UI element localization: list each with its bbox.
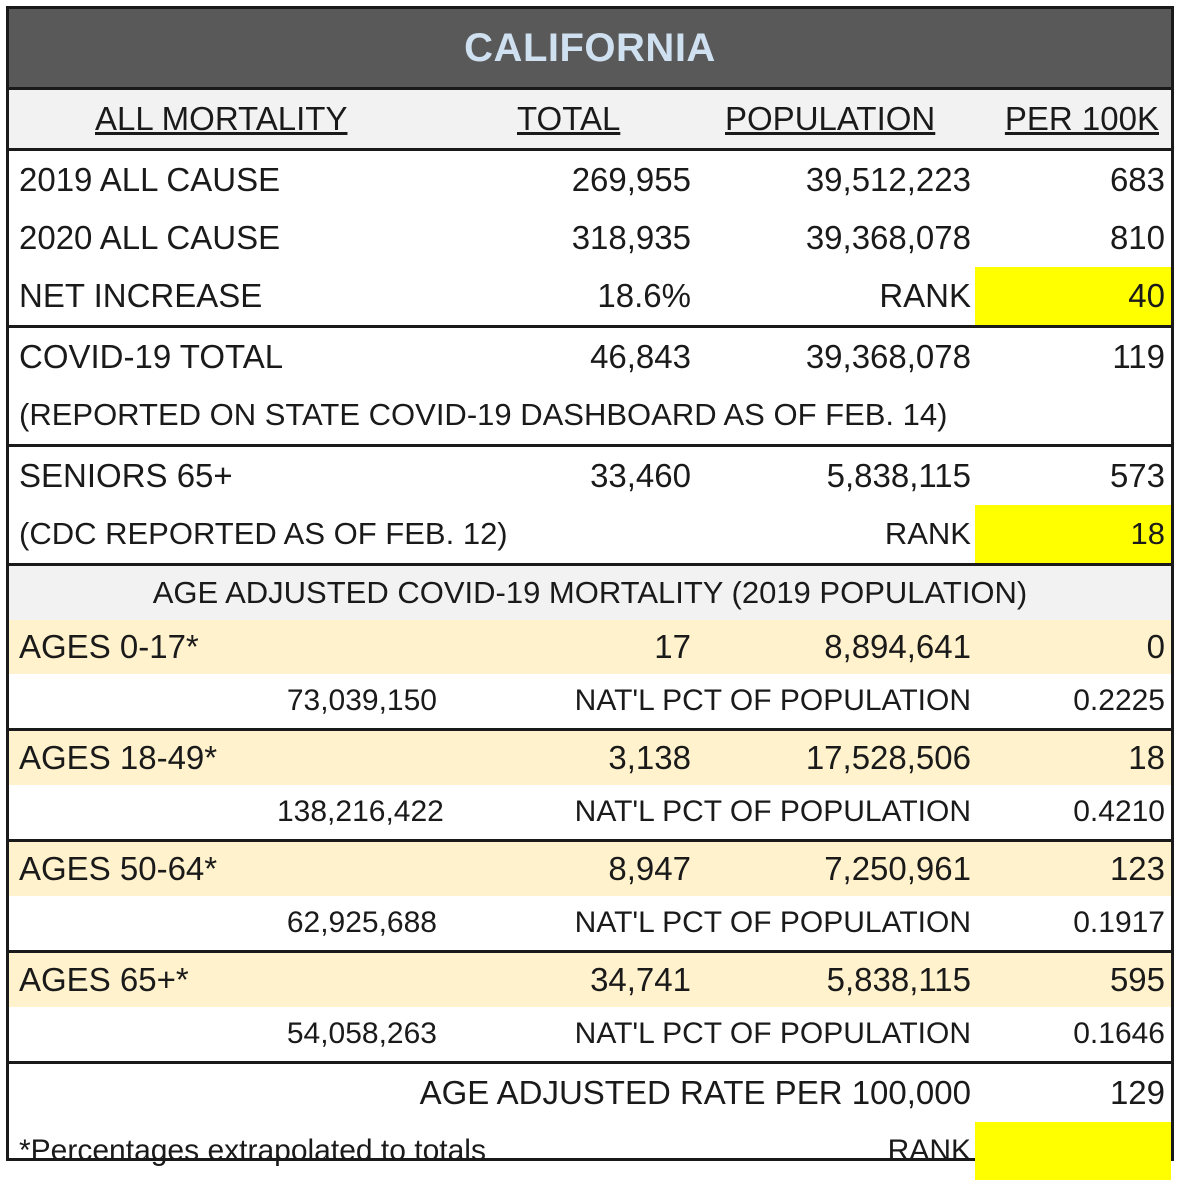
national-pct-label: NAT'L PCT OF POPULATION (574, 906, 971, 939)
national-pct-label: NAT'L PCT OF POPULATION (574, 684, 971, 717)
divider (9, 728, 1171, 731)
age-population: 17,528,506 (805, 739, 971, 776)
row-covid-total: COVID-19 TOTAL 46,843 39,368,078 119 (9, 328, 1171, 386)
header-all-mortality: ALL MORTALITY (95, 100, 348, 137)
row-2020-all-cause: 2020 ALL CAUSE 318,935 39,368,078 810 (9, 209, 1171, 267)
row-per-100k: 810 (1109, 219, 1165, 256)
divider (9, 1061, 1171, 1064)
rank-highlight: 40 (975, 267, 1171, 325)
header-total: TOTAL (517, 100, 621, 137)
national-population: 73,039,150 (286, 684, 437, 717)
age-national-row: 62,925,688 NAT'L PCT OF POPULATION 0.191… (9, 896, 1171, 950)
row-label: 2019 ALL CAUSE (19, 161, 281, 198)
row-per-100k: 573 (1109, 457, 1165, 494)
row-population: 39,512,223 (805, 161, 971, 198)
age-population: 5,838,115 (826, 961, 971, 998)
mortality-table: CALIFORNIA ALL MORTALITY TOTAL POPULATIO… (6, 6, 1174, 1180)
age-label: AGES 0-17* (19, 628, 199, 665)
national-population: 62,925,688 (286, 906, 437, 939)
divider (9, 148, 1171, 151)
header-population: POPULATION (725, 100, 936, 137)
age-national-row: 73,039,150 NAT'L PCT OF POPULATION 0.222… (9, 674, 1171, 728)
age-total: 3,138 (608, 739, 691, 776)
age-national-row: 54,058,263 NAT'L PCT OF POPULATION 0.164… (9, 1007, 1171, 1061)
divider (9, 325, 1171, 328)
age-population: 7,250,961 (824, 850, 971, 887)
row-label: 2020 ALL CAUSE (19, 219, 281, 256)
row-covid-note: (REPORTED ON STATE COVID-19 DASHBOARD AS… (9, 386, 1171, 444)
row-total: 46,843 (590, 338, 691, 375)
age-per-100k: 0 (1146, 628, 1165, 665)
age-total: 8,947 (608, 850, 691, 887)
row-population: 39,368,078 (805, 338, 971, 375)
age-group-row: AGES 50-64* 8,947 7,250,961 123 (9, 842, 1171, 896)
footnote-row: *Percentages extrapolated to totals RANK (9, 1122, 1171, 1180)
age-total: 17 (654, 628, 691, 665)
row-per-100k: 119 (1112, 338, 1165, 375)
row-2019-all-cause: 2019 ALL CAUSE 269,955 39,512,223 683 (9, 151, 1171, 209)
age-label: AGES 50-64* (19, 850, 218, 887)
source-note: (CDC REPORTED AS OF FEB. 12) (19, 516, 508, 551)
rank-highlight (975, 1122, 1171, 1180)
divider (9, 950, 1171, 953)
age-national-row: 138,216,422 NAT'L PCT OF POPULATION 0.42… (9, 785, 1171, 839)
row-total: 33,460 (590, 457, 691, 494)
age-label: AGES 18-49* (19, 739, 218, 776)
row-net-increase: NET INCREASE 18.6% RANK 40 (9, 267, 1171, 325)
national-population: 54,058,263 (286, 1017, 437, 1050)
footnote: *Percentages extrapolated to totals (19, 1134, 486, 1167)
divider (9, 444, 1171, 447)
national-pct-label: NAT'L PCT OF POPULATION (574, 795, 971, 828)
age-per-100k: 123 (1109, 850, 1165, 887)
row-label: COVID-19 TOTAL (19, 338, 284, 375)
age-group-row: AGES 0-17* 17 8,894,641 0 (9, 620, 1171, 674)
national-pct: 0.4210 (1073, 795, 1165, 828)
age-group-row: AGES 18-49* 3,138 17,528,506 18 (9, 731, 1171, 785)
row-seniors: SENIORS 65+ 33,460 5,838,115 573 (9, 447, 1171, 505)
age-adjusted-title: AGE ADJUSTED COVID-19 MORTALITY (2019 PO… (152, 575, 1028, 610)
national-pct: 0.1917 (1073, 906, 1165, 939)
rank-label: RANK (884, 516, 971, 551)
age-adjusted-rate: 129 (1109, 1074, 1165, 1111)
age-population: 8,894,641 (824, 628, 971, 665)
row-total: 318,935 (571, 219, 691, 256)
row-per-100k: 683 (1109, 161, 1165, 198)
row-total: 269,955 (571, 161, 691, 198)
national-population: 138,216,422 (277, 795, 444, 828)
age-total: 34,741 (590, 961, 691, 998)
age-per-100k: 18 (1128, 739, 1165, 776)
age-label: AGES 65+* (19, 961, 189, 998)
age-per-100k: 595 (1109, 961, 1165, 998)
divider (9, 839, 1171, 842)
age-adjusted-band: AGE ADJUSTED COVID-19 MORTALITY (2019 PO… (9, 566, 1171, 620)
row-label: NET INCREASE (19, 277, 263, 314)
national-pct-label: NAT'L PCT OF POPULATION (574, 1017, 971, 1050)
row-population: 5,838,115 (826, 457, 971, 494)
rank-highlight: 18 (975, 505, 1171, 563)
divider (9, 563, 1171, 566)
rank-label: RANK (879, 277, 971, 314)
source-note: (REPORTED ON STATE COVID-19 DASHBOARD AS… (19, 397, 948, 432)
table-title: CALIFORNIA (9, 9, 1171, 90)
row-seniors-note: (CDC REPORTED AS OF FEB. 12) RANK 18 (9, 505, 1171, 563)
header-per-100k: PER 100K (1004, 100, 1159, 137)
age-adjusted-rate-row: AGE ADJUSTED RATE PER 100,000 129 (9, 1064, 1171, 1122)
national-pct: 0.2225 (1073, 684, 1165, 717)
column-header-row: ALL MORTALITY TOTAL POPULATION PER 100K (9, 90, 1171, 148)
national-pct: 0.1646 (1073, 1017, 1165, 1050)
age-group-row: AGES 65+* 34,741 5,838,115 595 (9, 953, 1171, 1007)
rank-label: RANK (887, 1134, 971, 1167)
age-adjusted-rate-label: AGE ADJUSTED RATE PER 100,000 (419, 1074, 971, 1111)
row-total: 18.6% (597, 277, 691, 314)
row-label: SENIORS 65+ (19, 457, 233, 494)
row-population: 39,368,078 (805, 219, 971, 256)
